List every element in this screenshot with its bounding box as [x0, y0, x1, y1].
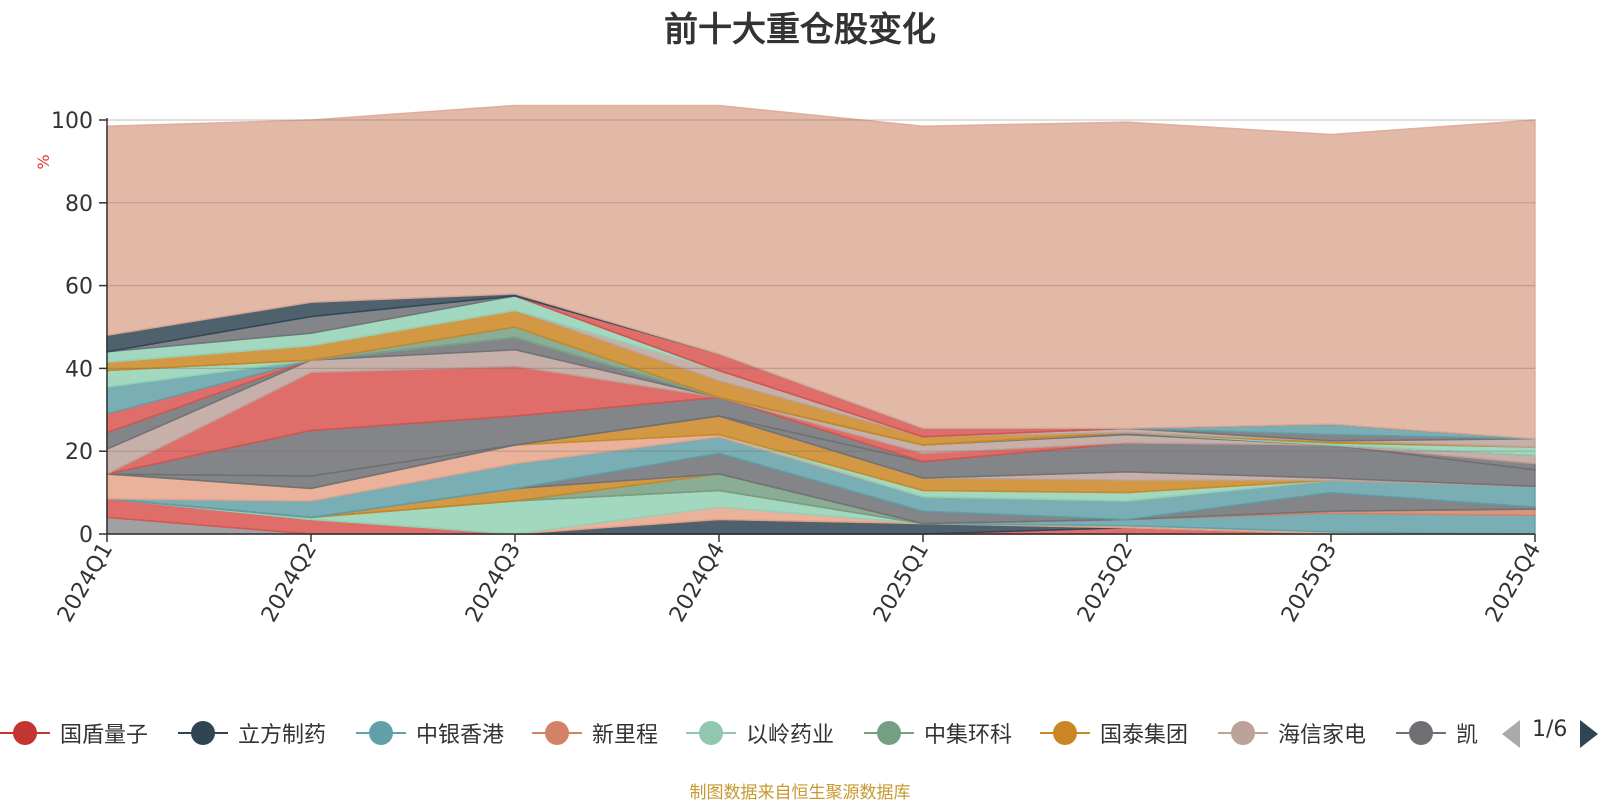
legend-item[interactable]: 新里程: [532, 712, 702, 752]
y-tick-label: 20: [65, 440, 93, 465]
legend-dot-icon: [699, 721, 723, 745]
x-tick-label: 2024Q4: [665, 539, 730, 627]
legend-label: 立方制药: [238, 723, 327, 748]
x-tick-label: 2024Q2: [257, 539, 322, 627]
legend-dot-icon: [1053, 721, 1077, 745]
legend-item[interactable]: 国泰集团: [1040, 712, 1210, 752]
legend-dot-icon: [369, 721, 393, 745]
grid-lines: [107, 119, 1535, 452]
x-tick-label: 2025Q2: [1073, 539, 1138, 627]
legend-item[interactable]: 海信家电: [1218, 712, 1388, 752]
y-tick-label: 0: [79, 523, 93, 548]
data-source-note: 制图数据来自恒生聚源数据库: [689, 783, 911, 803]
legend-dot-icon: [1231, 721, 1255, 745]
legend-label: 中银香港: [416, 723, 505, 748]
stacked-area-layers: [106, 104, 1536, 535]
x-tick-label: 2025Q3: [1277, 539, 1342, 627]
y-tick-label: 80: [65, 192, 93, 217]
y-axis-label: %: [34, 154, 53, 169]
y-tick-label: 100: [51, 109, 93, 134]
legend-label: 国泰集团: [1100, 723, 1189, 748]
x-tick-label: 2024Q3: [461, 539, 526, 627]
legend-label: 新里程: [592, 723, 659, 748]
legend-dot-icon: [13, 721, 37, 745]
legend-pager: 1/6: [1500, 712, 1600, 752]
x-tick-label: 2024Q1: [53, 539, 118, 627]
legend-label: 海信家电: [1278, 723, 1367, 748]
legend-prev-icon[interactable]: [1502, 720, 1520, 748]
x-tick-label: 2025Q4: [1481, 539, 1546, 627]
legend-dot-icon: [545, 721, 569, 745]
y-tick-label: 40: [65, 357, 93, 382]
legend-page-indicator: 1/6: [1532, 717, 1568, 742]
legend-label: 中集环科: [924, 723, 1013, 748]
legend-item[interactable]: 国盾量子: [0, 712, 170, 752]
y-tick-label: 60: [65, 275, 93, 300]
legend-item[interactable]: 凯: [1396, 712, 1480, 752]
legend-dot-icon: [877, 721, 901, 745]
legend-label: 凯: [1456, 723, 1479, 748]
legend-item[interactable]: 中银香港: [356, 712, 526, 752]
legend-next-icon[interactable]: [1580, 720, 1598, 748]
legend-dot-icon: [191, 721, 215, 745]
area-series-AH: [106, 104, 1536, 440]
x-tick-label: 2025Q1: [869, 539, 934, 627]
legend-item[interactable]: 立方制药: [178, 712, 348, 752]
legend-dot-icon: [1409, 721, 1433, 745]
legend-label: 国盾量子: [60, 723, 149, 748]
legend-label: 以岭药业: [746, 723, 835, 748]
chart-title: 前十大重仓股变化: [664, 10, 936, 50]
legend-item[interactable]: 以岭药业: [686, 712, 856, 752]
legend-item[interactable]: 中集环科: [864, 712, 1034, 752]
legend: 国盾量子 立方制药 中银香港 新里程 以岭药业 中集环科 国泰集团 海信家电 凯: [0, 712, 1480, 752]
